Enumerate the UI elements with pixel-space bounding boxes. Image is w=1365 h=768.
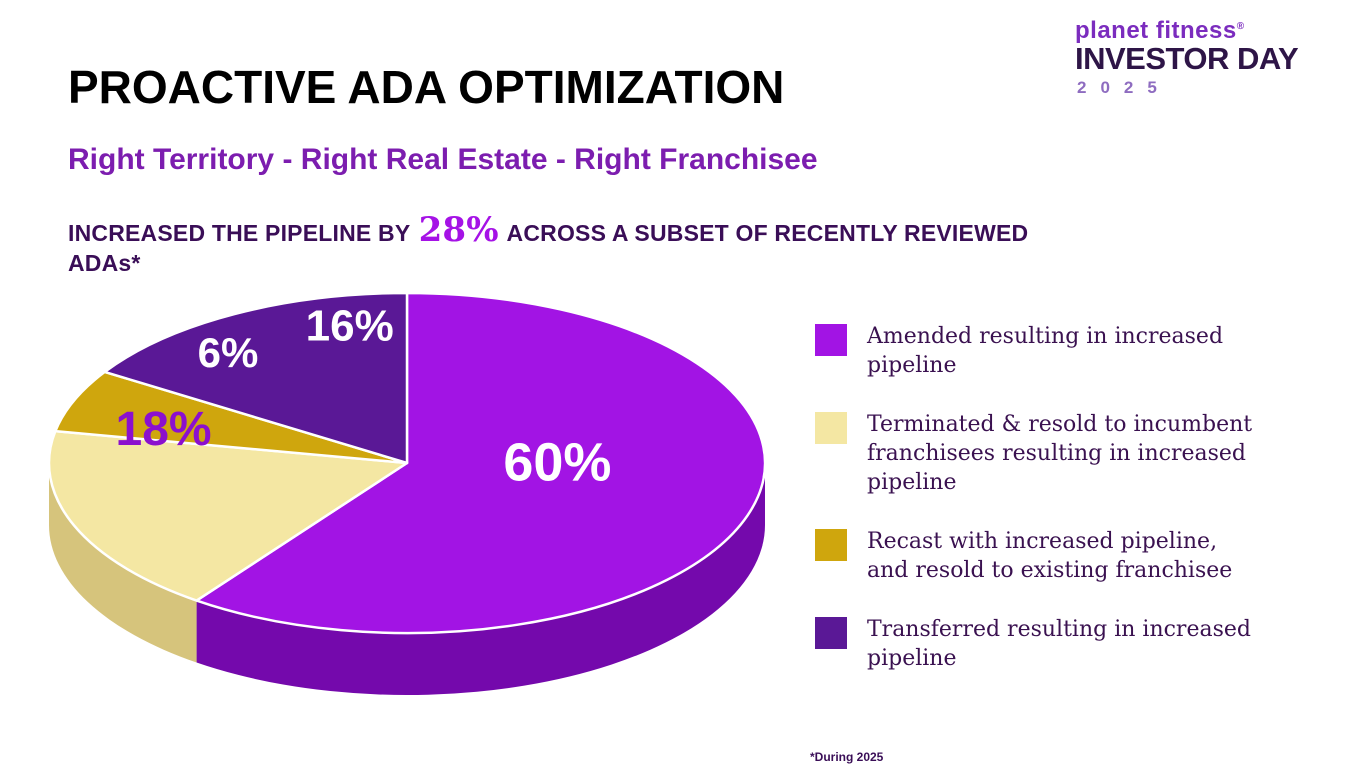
pie-slice-side-1 xyxy=(49,463,197,663)
statement-highlight: 28% xyxy=(418,210,499,250)
registered-mark: ® xyxy=(1236,21,1245,32)
legend-item: Transferred resulting in increased pipel… xyxy=(815,615,1315,673)
pie-slice-0 xyxy=(195,291,767,635)
legend-item: Terminated & resold to incumbent franchi… xyxy=(815,410,1315,497)
pie-slice-label: 6% xyxy=(198,329,259,376)
legend-label: Amended resulting in increased pipeline xyxy=(867,324,1224,379)
statement-prefix: INCREASED THE PIPELINE BY xyxy=(68,220,417,246)
pie-slice-side-0 xyxy=(196,463,765,695)
pie-slice-2 xyxy=(54,370,409,465)
statement-suffix: ACROSS A SUBSET OF RECENTLY REVIEWED ADA… xyxy=(68,220,1029,276)
subtitle: Right Territory - Right Real Estate - Ri… xyxy=(68,143,818,176)
legend-swatch xyxy=(815,529,847,562)
pie-slice-1 xyxy=(47,429,409,602)
legend-item: Recast with increased pipeline, and reso… xyxy=(815,527,1315,585)
statement: INCREASED THE PIPELINE BY 28% ACROSS A S… xyxy=(68,210,1068,277)
event-year: 2025 xyxy=(1077,77,1171,97)
legend: Amended resulting in increased pipeline T… xyxy=(815,322,1315,673)
pie-slice-label: 18% xyxy=(116,403,212,456)
legend-swatch xyxy=(815,324,847,356)
legend-swatch xyxy=(815,617,847,650)
pie-slice-label: 16% xyxy=(306,301,394,350)
pie-chart: 60% 18% 6% 16% xyxy=(25,272,815,750)
pie-chart-svg: 60% 18% 6% 16% xyxy=(47,291,767,695)
legend-label: Terminated & resold to incumbent franchi… xyxy=(867,412,1253,496)
legend-item: Amended resulting in increased pipeline xyxy=(815,322,1315,380)
event-name: INVESTOR DAY xyxy=(1075,41,1299,77)
pie-slice-3 xyxy=(103,291,409,465)
pie-slice-label: 60% xyxy=(503,433,611,493)
legend-swatch xyxy=(815,412,847,445)
legend-label: Recast with increased pipeline, and reso… xyxy=(867,529,1233,584)
legend-label: Transferred resulting in increased pipel… xyxy=(867,617,1251,672)
brand-name: planet fitness® xyxy=(1075,17,1245,44)
page-title: PROACTIVE ADA OPTIMIZATION xyxy=(68,61,785,113)
footnote: *During 2025 xyxy=(810,750,884,764)
brand-logo: planet fitness® INVESTOR DAY 2025 xyxy=(1075,18,1343,98)
